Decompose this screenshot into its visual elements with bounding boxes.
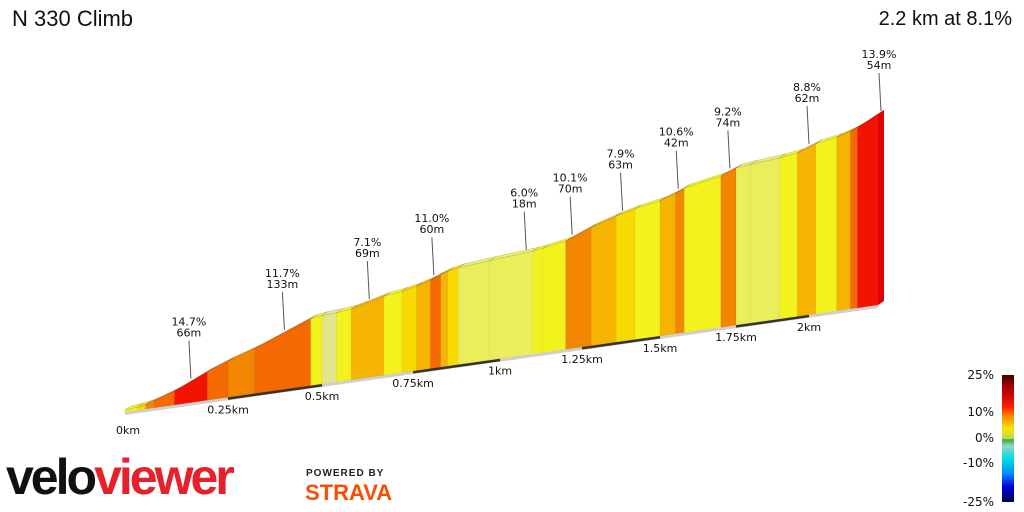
gradient-segment (227, 348, 255, 398)
gradient-segment (350, 296, 385, 381)
gradient-segment (207, 360, 229, 401)
gradient-segment (254, 318, 311, 394)
legend-label-minus25: -25% (962, 495, 994, 509)
annotation-length: 66m (177, 326, 202, 339)
annotation-length: 133m (267, 278, 299, 291)
annotation-length: 70m (558, 183, 583, 196)
annotation-leader-line (620, 172, 624, 211)
gradient-color-legend (1002, 375, 1014, 502)
x-tick-label: 0.25km (207, 403, 249, 416)
annotation-gradient: 9.2% (714, 105, 742, 118)
veloviewer-logo: veloviewer (6, 449, 235, 505)
annotation-gradient: 10.6% (659, 126, 694, 139)
gradient-segment (489, 250, 534, 361)
annotation-leader-line (675, 150, 679, 189)
annotation-length: 18m (512, 198, 537, 211)
annotation-leader-line (727, 130, 731, 169)
gradient-segment (532, 248, 543, 355)
annotation-leader-line (569, 196, 573, 235)
strava-logo: STRAVA (305, 480, 393, 505)
annotation-gradient: 11.7% (265, 267, 300, 280)
gradient-segment (850, 127, 858, 310)
gradient-segment (542, 240, 566, 353)
powered-by-label: POWERED BY (306, 468, 385, 479)
distance-band (412, 358, 501, 374)
legend-label-0: 0% (974, 431, 994, 445)
annotation-length: 60m (420, 223, 445, 236)
annotation-gradient: 11.0% (414, 212, 449, 225)
climb-summary: 2.2 km at 8.1% (878, 8, 1012, 30)
annotation-leader-line (806, 105, 810, 144)
x-tick-label: 1.75km (715, 331, 757, 344)
gradient-segment (674, 187, 685, 335)
climb-title: N 330 Climb (12, 6, 134, 31)
x-tick-label: 0.75km (392, 377, 434, 390)
gradient-segment (720, 167, 737, 328)
gradient-segment (659, 193, 676, 337)
x-tick-label: 1km (488, 365, 512, 378)
legend-label-minus10: -10% (962, 456, 994, 470)
distance-band (581, 335, 661, 350)
annotation-length: 54m (867, 59, 892, 72)
annotation-leader-line (523, 211, 527, 250)
gradient-segment (857, 113, 879, 309)
annotation-leader-line (366, 261, 370, 300)
annotation-length: 74m (716, 116, 741, 129)
gradient-segment (430, 274, 442, 369)
gradient-segment (383, 290, 403, 376)
legend-label-25: 25% (967, 368, 994, 382)
gradient-segment (815, 136, 837, 315)
x-tick-label: 1.25km (561, 353, 603, 366)
gradient-segment (310, 315, 323, 386)
annotation-length: 69m (355, 247, 380, 260)
gradient-segment (401, 285, 417, 373)
gradient-segment (591, 215, 617, 347)
gradient-segment (634, 200, 661, 340)
annotation-leader-line (431, 237, 435, 276)
gradient-segment (416, 279, 431, 371)
annotation-gradient: 10.1% (553, 172, 588, 185)
annotation-gradient: 7.9% (607, 148, 635, 161)
annotation-length: 62m (795, 92, 820, 105)
gradient-segment (735, 164, 751, 326)
x-tick-label: 0km (116, 424, 140, 437)
gradient-segment (797, 143, 817, 317)
gradient-segment (440, 270, 449, 368)
x-tick-label: 2km (797, 321, 821, 334)
gradient-segment (321, 312, 337, 385)
distance-band (735, 314, 810, 328)
gradient-segment (779, 152, 798, 320)
gradient-segment (836, 130, 851, 312)
gradient-segment (684, 175, 722, 333)
gradient-segment (565, 226, 592, 350)
annotation-leader-line (878, 72, 882, 112)
gradient-segment (750, 157, 781, 324)
gradient-segment (336, 308, 352, 383)
profile-end-face (878, 110, 884, 305)
gradient-segment (447, 267, 459, 367)
annotation-leader-line (281, 291, 285, 330)
gradient-segment (616, 208, 636, 343)
annotation-gradient: 13.9% (862, 48, 897, 61)
x-tick-label: 0.5km (305, 390, 340, 403)
legend-label-10: 10% (967, 405, 994, 419)
gradient-segment (457, 260, 490, 365)
annotation-length: 63m (608, 159, 633, 172)
annotation-leader-line (188, 340, 192, 379)
annotation-gradient: 8.8% (793, 81, 821, 94)
distance-band (227, 383, 323, 400)
x-tick-label: 1.5km (643, 342, 678, 355)
annotation-gradient: 14.7% (171, 315, 206, 328)
annotation-gradient: 7.1% (353, 236, 381, 249)
annotation-gradient: 6.0% (510, 187, 538, 200)
annotation-length: 42m (664, 137, 689, 150)
